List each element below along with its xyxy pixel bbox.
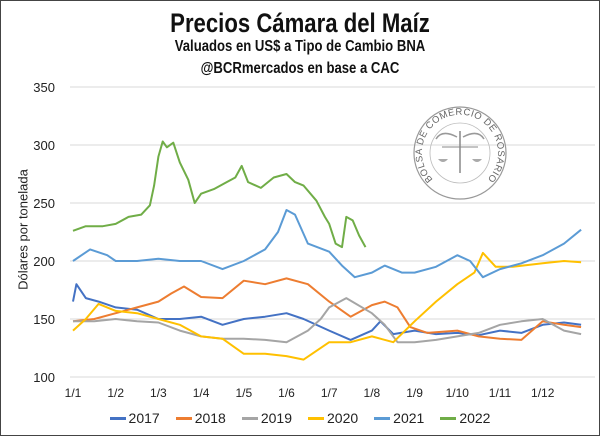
legend-swatch: [308, 416, 324, 420]
series-line-2018: [72, 277, 582, 341]
y-tick-label: 200: [33, 254, 55, 269]
series-line-2022: [72, 140, 367, 249]
x-tick-label: 1/4: [193, 386, 210, 400]
legend-swatch: [109, 416, 126, 420]
chart-title: Precios Cámara del Maíz: [170, 8, 430, 38]
x-tick-label: 1/1: [65, 386, 82, 400]
x-tick-label: 1/6: [278, 386, 295, 400]
x-tick-label: 1/8: [364, 386, 381, 400]
logo-seal-inner: [429, 122, 491, 184]
logo-seal-outer: [413, 106, 507, 200]
legend-item-2021: 2021: [374, 410, 424, 426]
chart-source: @BCRmercados en base a CAC: [200, 60, 400, 77]
legend-label: 2020: [327, 410, 359, 426]
logo-wings-icon: [435, 132, 485, 140]
legend-label: 2021: [393, 410, 425, 426]
x-tick-label: 1/10: [446, 386, 470, 400]
legend-item-2017: 2017: [109, 410, 160, 426]
y-tick-label: 250: [33, 196, 55, 211]
x-tick-label: 1/9: [406, 386, 423, 400]
legend-item-2020: 2020: [308, 410, 358, 426]
legend-label: 2019: [260, 410, 292, 426]
legend-swatch: [374, 416, 391, 420]
x-tick-label: 1/5: [235, 386, 252, 400]
series-line-2020: [72, 251, 582, 361]
x-tick-label: 1/3: [150, 386, 167, 400]
legend-label: 2018: [194, 410, 226, 426]
legend-item-2018: 2018: [175, 410, 226, 426]
logo-scale-pans-icon: [438, 159, 482, 162]
legend-item-2022: 2022: [440, 410, 490, 426]
x-tick-label: 1/7: [321, 386, 338, 400]
y-tick-label: 350: [33, 80, 55, 95]
series-line-2021: [72, 209, 582, 279]
legend-item-2019: 2019: [241, 410, 292, 426]
series-line-2019: [73, 297, 582, 344]
legend-swatch: [440, 416, 457, 420]
x-tick-label: 1/12: [531, 386, 555, 400]
legend: 2017 2018 2019 2020 2021 2022: [0, 410, 600, 426]
y-tick-label: 100: [33, 370, 55, 385]
legend-swatch: [241, 416, 258, 420]
chart-subtitle: Valuados en US$ a Tipo de Cambio BNA: [174, 38, 426, 55]
series-line-2017: [72, 283, 582, 341]
y-tick-label: 150: [33, 312, 55, 327]
legend-label: 2022: [459, 410, 491, 426]
y-tick-label: 300: [33, 138, 55, 153]
legend-swatch: [175, 416, 192, 420]
x-tick-label: 1/11: [489, 386, 512, 400]
legend-label: 2017: [128, 410, 160, 426]
x-tick-label: 1/2: [107, 386, 124, 400]
